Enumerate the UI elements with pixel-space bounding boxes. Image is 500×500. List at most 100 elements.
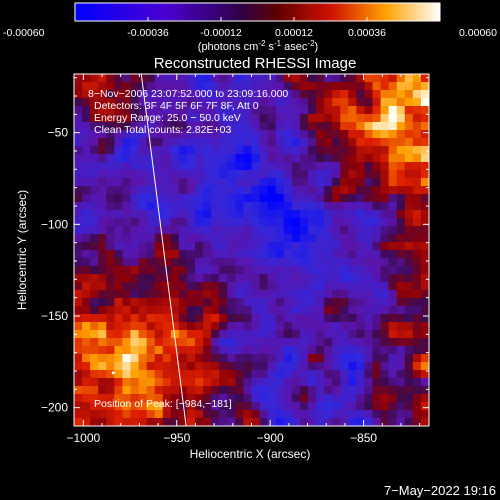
heatmap-cell xyxy=(356,82,365,91)
heatmap-cell xyxy=(372,162,382,171)
heatmap-cell xyxy=(154,338,164,347)
heatmap-cell xyxy=(243,154,252,163)
heatmap-cell xyxy=(291,362,301,371)
heatmap-cell xyxy=(162,258,172,267)
heatmap-cell xyxy=(114,178,123,187)
heatmap-cell xyxy=(316,354,325,363)
heatmap-cell xyxy=(291,322,301,331)
heatmap-cell xyxy=(316,210,325,219)
heatmap-cell xyxy=(275,106,285,115)
heatmap-cell xyxy=(299,346,309,355)
heatmap-cell xyxy=(420,218,429,227)
heatmap-cell xyxy=(364,154,374,163)
heatmap-cell xyxy=(219,362,228,371)
heatmap-cell xyxy=(154,234,164,243)
heatmap-cell xyxy=(388,266,398,275)
heatmap-cell xyxy=(235,418,244,426)
heatmap-cell xyxy=(243,170,252,179)
heatmap-cell xyxy=(356,338,365,347)
heatmap-cell xyxy=(235,90,244,99)
heatmap-cell xyxy=(178,106,188,115)
heatmap-cell xyxy=(348,338,357,347)
heatmap-cell xyxy=(324,114,333,123)
heatmap-cell xyxy=(219,330,228,339)
heatmap-cell xyxy=(162,322,172,331)
heatmap-cell xyxy=(170,234,180,243)
heatmap-cell xyxy=(203,290,212,299)
heatmap-cell xyxy=(114,410,123,419)
heatmap-cell xyxy=(114,146,123,155)
heatmap-cell xyxy=(219,266,228,275)
heatmap-cell xyxy=(380,194,390,203)
heatmap-cell xyxy=(227,322,236,331)
heatmap-cell xyxy=(316,170,325,179)
heatmap-cell xyxy=(130,354,140,363)
heatmap-cell xyxy=(170,250,180,259)
heatmap-cell xyxy=(154,242,164,251)
heatmap-cell xyxy=(291,258,301,267)
heatmap-cell xyxy=(316,114,325,123)
heatmap-cell xyxy=(243,146,252,155)
heatmap-cell xyxy=(404,106,414,115)
heatmap-cell xyxy=(275,218,285,227)
heatmap-cell xyxy=(227,394,236,403)
heatmap-cell xyxy=(412,106,422,115)
heatmap-cell xyxy=(130,370,140,379)
heatmap-cell xyxy=(186,122,196,131)
heatmap-cell xyxy=(154,146,164,155)
heatmap-cell xyxy=(283,346,293,355)
heatmap-cell xyxy=(420,106,429,115)
heatmap-cell xyxy=(340,362,349,371)
heatmap-cell xyxy=(259,330,269,339)
heatmap-cell xyxy=(324,418,333,426)
heatmap-cell xyxy=(259,306,269,315)
heatmap-cell xyxy=(130,298,140,307)
heatmap-cell xyxy=(291,402,301,411)
heatmap-cell xyxy=(243,386,252,395)
heatmap-cell xyxy=(316,314,325,323)
heatmap-cell xyxy=(324,210,333,219)
heatmap-cell xyxy=(259,402,269,411)
heatmap-cell xyxy=(380,282,390,291)
heatmap-cell xyxy=(380,106,390,115)
heatmap-cell xyxy=(146,82,156,91)
heatmap-cell xyxy=(154,138,164,147)
heatmap-cell xyxy=(90,186,99,195)
heatmap-cell xyxy=(299,210,309,219)
heatmap-cell xyxy=(219,298,228,307)
heatmap-cell xyxy=(154,170,164,179)
heatmap-cell xyxy=(388,282,398,291)
heatmap-cell xyxy=(74,98,83,107)
heatmap-cell xyxy=(122,242,131,251)
heatmap-cell xyxy=(74,354,83,363)
heatmap-cell xyxy=(307,282,317,291)
heatmap-cell xyxy=(227,314,236,323)
heatmap-cell xyxy=(74,218,83,227)
heatmap-cell xyxy=(98,98,107,107)
heatmap-cell xyxy=(267,74,277,83)
heatmap-cell xyxy=(299,402,309,411)
heatmap-cell xyxy=(332,386,341,395)
heatmap-cell xyxy=(122,314,131,323)
heatmap-cell xyxy=(154,98,164,107)
heatmap-cell xyxy=(380,178,390,187)
heatmap-cell xyxy=(154,346,164,355)
heatmap-cell xyxy=(299,202,309,211)
heatmap-cell xyxy=(98,322,107,331)
heatmap-cell xyxy=(138,98,148,107)
heatmap-cell xyxy=(324,122,333,131)
heatmap-cell xyxy=(154,266,164,275)
heatmap-cell xyxy=(364,194,374,203)
heatmap-cell xyxy=(251,194,261,203)
heatmap-cell xyxy=(186,202,196,211)
heatmap-cell xyxy=(332,234,341,243)
heatmap-cell xyxy=(412,370,422,379)
heatmap-cell xyxy=(243,290,252,299)
heatmap-cell xyxy=(420,178,429,187)
heatmap-cell xyxy=(420,418,429,426)
colorbar xyxy=(75,3,440,21)
heatmap-cell xyxy=(364,106,374,115)
heatmap-cell xyxy=(243,362,252,371)
heatmap-cell xyxy=(195,122,204,131)
heatmap-cell xyxy=(324,410,333,419)
